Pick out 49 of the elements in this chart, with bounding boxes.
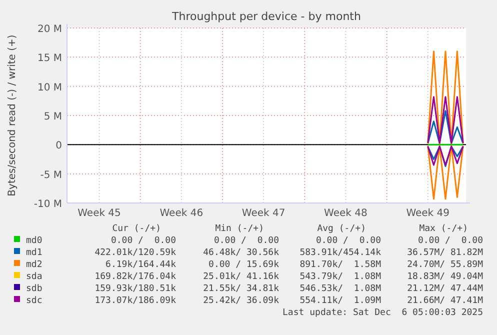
x-tick-label: Week 48 bbox=[324, 208, 368, 219]
text: 546.53k/ 1.08M bbox=[300, 284, 382, 294]
text: 0.00 / 0.00 bbox=[214, 236, 279, 246]
text: 173.07k/186.09k bbox=[94, 296, 177, 306]
text: 543.79k/ 1.08M bbox=[300, 272, 382, 282]
text: Cur (-/+) bbox=[112, 224, 161, 234]
text: 0.00 / 15.69k bbox=[208, 260, 280, 270]
y-tick-label: 0 bbox=[56, 140, 62, 152]
legend-label: md1 bbox=[26, 248, 42, 258]
text: 18.83M/ 49.04M bbox=[407, 272, 484, 282]
x-tick-label: Week 46 bbox=[160, 208, 204, 219]
y-tick-label: 10 M bbox=[37, 82, 62, 94]
x-tick-label: Week 47 bbox=[242, 208, 286, 219]
text: 891.70k/ 1.58M bbox=[300, 260, 382, 270]
text: Min (-/+) bbox=[215, 224, 264, 234]
legend-label: md0 bbox=[26, 236, 42, 246]
text: 25.42k/ 36.09k bbox=[203, 296, 280, 306]
text: 169.82k/176.04k bbox=[94, 272, 177, 282]
x-tick-label: Week 49 bbox=[406, 208, 450, 219]
text: 583.91k/454.14k bbox=[300, 248, 382, 258]
text: 554.11k/ 1.09M bbox=[300, 296, 382, 306]
y-tick-label: 5 M bbox=[44, 112, 62, 122]
y-axis-title: Bytes/second read (-) / write (+) bbox=[7, 34, 18, 196]
text: 21.66M/ 47.41M bbox=[407, 296, 484, 306]
text: 422.01k/120.59k bbox=[94, 248, 177, 258]
text: 6.19k/164.44k bbox=[106, 260, 177, 270]
y-tick-label: -10 M bbox=[34, 199, 62, 210]
y-tick-label: -5 M bbox=[40, 170, 62, 181]
text: Avg (-/+) bbox=[317, 224, 366, 234]
text: 0.00 / 0.00 bbox=[316, 236, 381, 246]
text: Max (-/+) bbox=[419, 224, 468, 234]
text: 21.55k/ 34.81k bbox=[203, 284, 280, 294]
text: 0.00 / 0.00 bbox=[110, 236, 176, 246]
y-tick-label: 15 M bbox=[37, 53, 62, 64]
text: Last update: Sat Dec 6 05:00:03 2025 bbox=[282, 308, 483, 318]
text: 46.48k/ 30.56k bbox=[203, 248, 280, 258]
text: 24.70M/ 55.89M bbox=[407, 260, 484, 270]
text: 159.93k/180.51k bbox=[94, 284, 177, 294]
legend-label: sdc bbox=[26, 296, 42, 306]
x-tick-label: Week 45 bbox=[78, 208, 121, 219]
text: 21.12M/ 47.44M bbox=[407, 284, 484, 294]
y-tick-label: 20 M bbox=[37, 24, 62, 35]
legend-label: md2 bbox=[26, 260, 42, 270]
legend-label: sda bbox=[26, 272, 42, 282]
text: 0.00 / 0.00 bbox=[418, 236, 483, 246]
text: 36.57M/ 81.82M bbox=[407, 248, 484, 258]
chart-title: Throughput per device - by month bbox=[171, 10, 361, 23]
text: 25.01k/ 41.16k bbox=[203, 272, 280, 282]
legend-label: sdb bbox=[26, 284, 42, 294]
